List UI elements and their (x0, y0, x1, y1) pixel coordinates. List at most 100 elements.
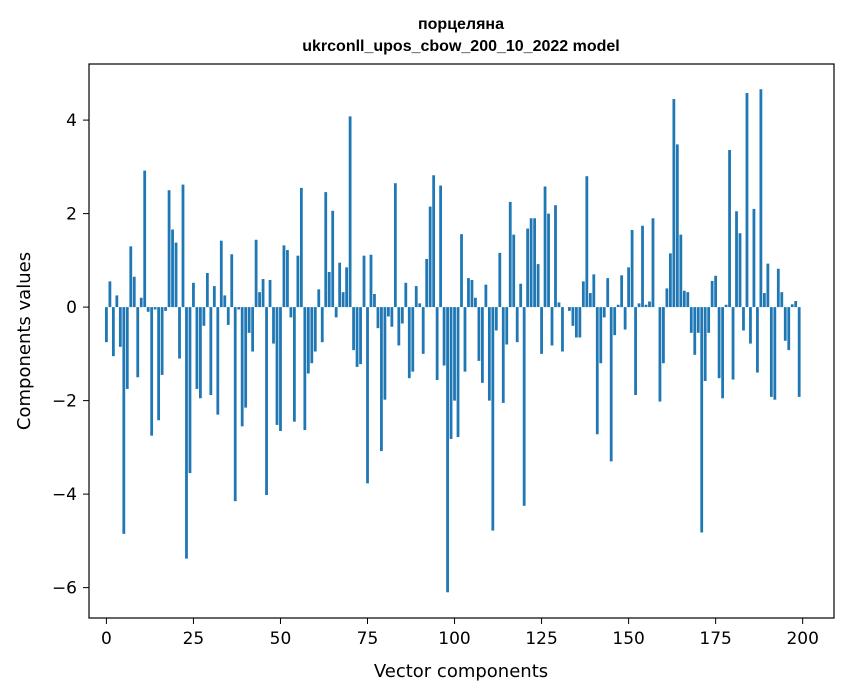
x-tick-label: 25 (183, 629, 205, 649)
bar (237, 307, 241, 310)
bar (272, 307, 275, 344)
bar (212, 286, 216, 308)
bar (585, 176, 589, 308)
bar (738, 233, 742, 308)
bar (446, 307, 449, 593)
bar (742, 307, 745, 331)
bar (735, 211, 738, 308)
bar (146, 307, 150, 312)
bar (390, 307, 394, 327)
bar (219, 240, 223, 308)
bar (574, 307, 578, 338)
bar (689, 307, 693, 333)
bar (644, 304, 648, 308)
bar (588, 293, 592, 308)
bar (794, 301, 798, 308)
bar (303, 307, 307, 431)
y-tick-label: 4 (66, 111, 77, 131)
bar (522, 307, 526, 506)
bar (456, 307, 460, 438)
bar (769, 307, 773, 397)
bar (345, 267, 349, 308)
bar (230, 254, 234, 308)
bar (129, 246, 133, 308)
bar (797, 307, 801, 397)
bar (393, 183, 397, 308)
bar (498, 252, 502, 308)
bar (334, 307, 338, 318)
bar (258, 292, 261, 308)
bar (265, 307, 268, 496)
bar (199, 307, 202, 399)
bar (460, 234, 463, 308)
bar (634, 307, 637, 395)
bar (247, 307, 251, 333)
bar (749, 307, 752, 344)
bar (139, 297, 143, 308)
bar (174, 242, 178, 308)
x-tick-label: 0 (101, 629, 112, 649)
bar (164, 307, 167, 311)
bar (627, 267, 630, 308)
bar (181, 184, 185, 308)
bar (435, 307, 439, 381)
bar (327, 272, 331, 308)
bar (268, 279, 272, 308)
bar (707, 307, 711, 333)
bar (313, 307, 317, 352)
bar (682, 290, 686, 308)
bar (637, 303, 641, 308)
bar (515, 307, 519, 343)
bar (766, 263, 770, 308)
bar (261, 279, 265, 308)
bar (540, 307, 543, 354)
bar (508, 201, 512, 308)
bar (432, 175, 436, 308)
bar (773, 307, 777, 400)
bar (477, 307, 481, 361)
bar (202, 307, 206, 326)
bar (592, 274, 596, 308)
bar (547, 213, 550, 308)
bar (648, 301, 651, 308)
bar (449, 307, 453, 439)
x-axis-label: Vector components (374, 661, 548, 682)
bar (383, 307, 387, 400)
bar (474, 297, 477, 308)
bar (599, 307, 603, 364)
bar (578, 307, 582, 338)
bar (366, 307, 369, 484)
x-tick-label: 75 (357, 629, 379, 649)
bar (561, 307, 564, 352)
bar (529, 218, 533, 308)
bar (491, 307, 495, 531)
bar (362, 255, 366, 308)
bar (108, 281, 112, 308)
bar (188, 307, 192, 474)
bar (153, 307, 157, 310)
bar (519, 283, 523, 308)
x-tick-label: 100 (438, 629, 470, 649)
y-tick-label: −4 (52, 485, 77, 505)
bar (407, 307, 411, 379)
bar (696, 307, 700, 333)
x-axis-ticks: 0 25 50 75 100 125 150 175 200 (101, 618, 819, 649)
bar (470, 279, 474, 308)
bar (282, 245, 286, 308)
bar (115, 295, 119, 308)
bar (380, 307, 383, 452)
bar (373, 294, 376, 308)
bar (293, 307, 296, 422)
bar (780, 292, 784, 308)
bar (568, 307, 571, 311)
x-tick-label: 200 (786, 629, 818, 649)
plot-frame (88, 63, 835, 619)
bar (651, 218, 655, 308)
bar (679, 234, 683, 308)
bar (609, 307, 613, 462)
bar (731, 307, 735, 380)
bar (376, 307, 380, 329)
bar (251, 307, 255, 352)
bar (348, 116, 352, 308)
x-tick-label: 175 (699, 629, 731, 649)
